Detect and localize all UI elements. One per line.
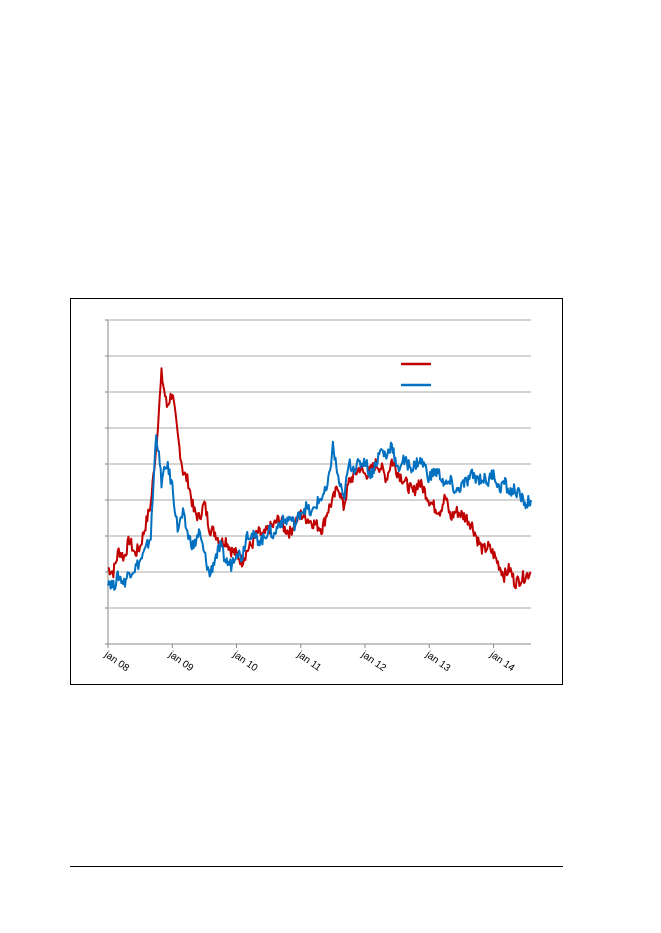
line-chart: jan 08 jan 09 jan 10 jan 11 jan 12 jan 1… (101, 319, 532, 674)
x-tick-label: jan 11 (294, 649, 323, 674)
legend (401, 362, 431, 387)
x-tick-label: jan 10 (230, 649, 260, 674)
series-1-line (107, 367, 532, 590)
x-tick-label: jan 13 (423, 649, 453, 674)
series-lines (107, 367, 532, 591)
chart-frame: jan 08 jan 09 jan 10 jan 11 jan 12 jan 1… (70, 298, 563, 685)
footer-rule (70, 866, 563, 867)
axes (107, 320, 531, 645)
gridlines (105, 319, 531, 648)
series-2-line (107, 434, 532, 591)
x-tick-label: jan 08 (101, 649, 131, 674)
x-tick-label: jan 09 (166, 649, 196, 674)
x-tick-label: jan 12 (358, 649, 388, 674)
x-tick-label: jan 14 (487, 649, 517, 674)
x-axis-tick-labels: jan 08 jan 09 jan 10 jan 11 jan 12 jan 1… (101, 649, 516, 674)
